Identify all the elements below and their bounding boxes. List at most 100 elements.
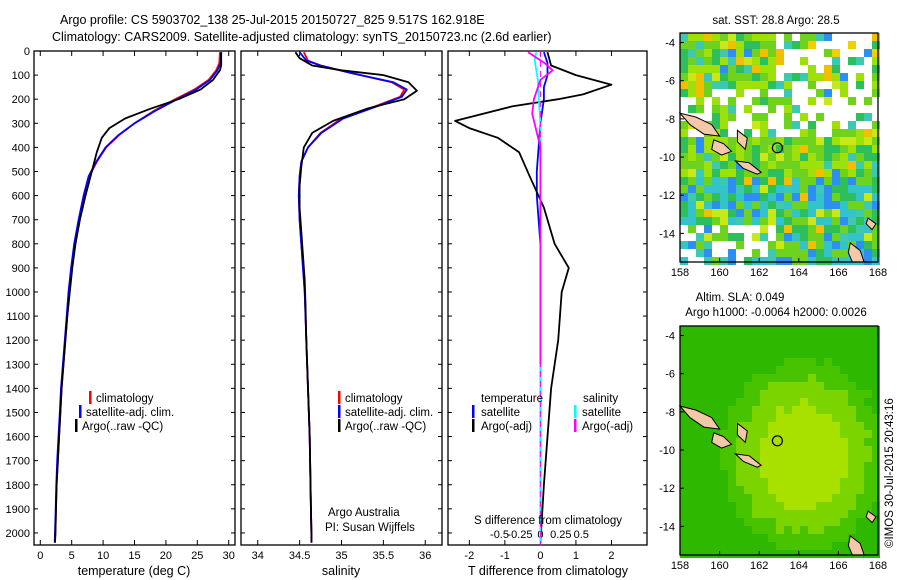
map-cell [784,526,792,534]
map-cell [816,185,824,193]
map-cell [816,113,824,121]
map-cell [800,438,808,446]
map-cell [808,494,816,502]
map-cell [768,209,776,217]
temperature-plot: 0100200300400500600700800900100011001200… [6,46,235,562]
map-cell [776,342,784,350]
map-cell [872,161,880,169]
map-cell [816,494,824,502]
map-cell [688,478,696,486]
map-cell [864,201,872,209]
map-cell [792,233,800,241]
map-cell [808,542,816,550]
land-polygon [711,432,733,449]
map-cell [808,334,816,342]
map-cell [696,342,704,350]
map-cell [728,534,736,542]
map-cell [848,177,856,185]
map-cell [736,382,744,390]
map-cell [840,233,848,241]
map-cell [784,454,792,462]
map-cell [824,161,832,169]
map-cell [800,33,808,41]
map-cell [712,478,720,486]
map-cell [768,342,776,350]
map-cell [824,358,832,366]
map-cell [856,406,864,414]
map-cell [760,113,768,121]
map-cell [800,454,808,462]
map-cell [824,73,832,81]
map-cell [816,526,824,534]
map-cell [736,478,744,486]
map-cell [776,510,784,518]
map-cell [872,422,880,430]
map-cell [728,550,736,558]
map-cell [856,486,864,494]
map-cell [752,153,760,161]
map-cell [840,518,848,526]
map-cell [768,326,776,334]
map-cell [872,430,880,438]
map-cell [848,406,856,414]
map-cell [688,209,696,217]
map-frame [679,325,879,556]
map-cell [712,518,720,526]
map-cell [752,57,760,65]
map-cell [680,89,688,97]
map-cell [792,502,800,510]
map-cell [808,382,816,390]
map-cell [728,161,736,169]
figure-title-line1: Argo profile: CS 5903702_138 25-Jul-2015… [60,13,485,27]
map-cell [704,41,712,49]
map-cell [768,334,776,342]
map-cell [824,390,832,398]
map-cell [792,374,800,382]
map-cell [824,193,832,201]
map-cell [840,217,848,225]
map-cell [848,438,856,446]
map-cell [784,486,792,494]
map-cell [864,97,872,105]
map-cell [864,169,872,177]
map-cell [688,454,696,462]
map-cell [704,462,712,470]
map-cell [728,486,736,494]
map-cell [688,137,696,145]
map-cell [760,398,768,406]
map-cell [768,446,776,454]
map-cell [800,334,808,342]
sst-map: 158 160 162 164 166 168 -4 -6 -8 -10 -12 -14 [659,32,887,279]
map-cell [808,177,816,185]
map-cell [736,193,744,201]
map-cell [784,217,792,225]
t-difference-axis-label: T difference from climatology [468,564,629,578]
map-cell [752,97,760,105]
map-cell [800,201,808,209]
y-tick-label: 2000 [6,528,30,540]
map-cell [768,494,776,502]
map-cell [800,241,808,249]
map-cell [736,358,744,366]
series-line-argo-raw-qc- [294,51,418,543]
map-cell [872,49,880,57]
map-cell [688,49,696,57]
map-cell [728,454,736,462]
map-cell [680,177,688,185]
map-cell [720,225,728,233]
y-tick-label: 300 [12,118,30,130]
map-cell [696,526,704,534]
map-cell [864,526,872,534]
map-cell [848,209,856,217]
map-cell [680,478,688,486]
map-cell [800,326,808,334]
map-cell [704,342,712,350]
map-cell [872,41,880,49]
map-cell [680,430,688,438]
map-cell [712,161,720,169]
map-cell [872,153,880,161]
land-polygon [733,453,763,468]
map-cell [728,209,736,217]
map-cell [696,478,704,486]
map-cell [832,430,840,438]
